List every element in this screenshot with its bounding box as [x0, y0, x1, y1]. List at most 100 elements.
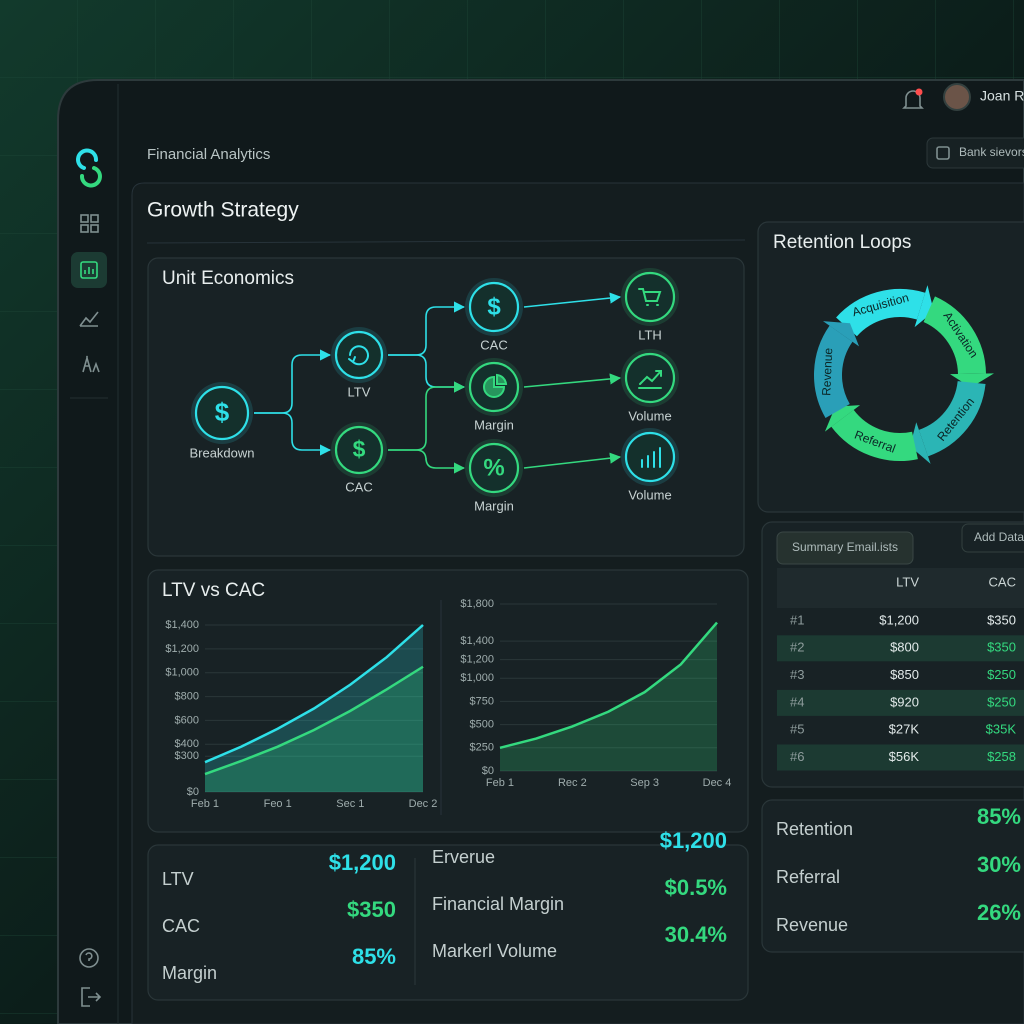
- loop-arrowhead: [822, 321, 860, 347]
- kpi-card-right: [761, 799, 1024, 953]
- button-label[interactable]: Add Data: [974, 530, 1024, 544]
- table-cell: #6: [790, 749, 804, 764]
- loop-arrowhead: [914, 285, 934, 328]
- table-cell: $920: [890, 694, 919, 709]
- kpi-label: Revenue: [776, 915, 848, 935]
- connector: [388, 381, 466, 451]
- node-label: Margin: [474, 417, 514, 432]
- button[interactable]: [776, 531, 914, 565]
- table-cell: $35K: [986, 722, 1017, 737]
- line: [204, 624, 424, 764]
- logout-icon[interactable]: [81, 987, 102, 1007]
- x-tick-label: Dec 2: [409, 798, 438, 810]
- nav-grid[interactable]: [80, 214, 99, 233]
- node-icon: [483, 373, 508, 398]
- y-tick-label: $1,200: [165, 643, 199, 655]
- kpi-label: Financial Margin: [432, 894, 564, 914]
- notification-bell[interactable]: [902, 88, 924, 109]
- y-tick-label: $500: [470, 719, 494, 731]
- kpi-value: 30.4%: [665, 922, 727, 947]
- loop-segment: [836, 289, 926, 337]
- title-divider: [146, 239, 746, 244]
- search-box[interactable]: [926, 137, 1024, 169]
- y-tick-label: $250: [470, 742, 494, 754]
- button[interactable]: [961, 523, 1024, 553]
- y-tick-label: $600: [175, 714, 199, 726]
- button-label[interactable]: Summary Email.ists: [792, 540, 898, 554]
- node: [624, 431, 676, 483]
- loop-arrowhead: [949, 373, 994, 388]
- nav-people[interactable]: [82, 355, 100, 373]
- connector: [523, 373, 622, 388]
- kpi-label: Erverue: [432, 847, 495, 867]
- area-fill: [500, 622, 717, 771]
- loop-arrowhead: [910, 422, 931, 464]
- node: [624, 271, 676, 323]
- calendar-icon: [936, 146, 950, 160]
- node-label: LTV: [348, 384, 371, 399]
- node-icon: [638, 288, 662, 306]
- x-tick-label: Rec 2: [558, 777, 587, 789]
- table-cell: #4: [790, 694, 804, 709]
- node-label: CAC: [345, 479, 372, 494]
- loop-segment: [923, 296, 986, 375]
- connector: [523, 292, 622, 308]
- table-cell: $850: [890, 667, 919, 682]
- card-title: LTV vs CAC: [162, 580, 265, 601]
- connector: [254, 412, 332, 456]
- connector: [254, 349, 332, 414]
- y-tick-label: $400: [175, 738, 199, 750]
- node-icon: [638, 370, 662, 389]
- connector: [388, 354, 466, 393]
- node: [468, 281, 520, 333]
- nav-trends[interactable]: [79, 311, 99, 327]
- nav-analytics[interactable]: [80, 261, 98, 279]
- help-icon[interactable]: [79, 948, 99, 968]
- kpi-value: 85%: [977, 804, 1021, 829]
- x-tick-label: Sep 3: [630, 777, 659, 789]
- connector: [388, 449, 466, 474]
- node-icon: $: [215, 397, 230, 427]
- node: [194, 385, 250, 441]
- node-icon: %: [483, 454, 504, 481]
- column-header: LTV: [896, 574, 919, 589]
- kpi-label: Retention: [776, 819, 853, 839]
- area-fill: [205, 666, 423, 792]
- retention-card: [757, 221, 1024, 513]
- page-title: Growth Strategy: [147, 199, 299, 222]
- node-label: Volume: [628, 408, 671, 423]
- unit-economics-card: [147, 257, 745, 557]
- table-cell: #2: [790, 640, 804, 655]
- y-tick-label: $1,000: [460, 672, 494, 684]
- user-name[interactable]: Joan R: [980, 88, 1024, 104]
- node: [468, 442, 520, 494]
- ltv-cac-card: [147, 569, 749, 833]
- row-bg: [777, 689, 1024, 716]
- node-label: Breakdown: [189, 445, 254, 460]
- row-bg: [777, 635, 1024, 662]
- table-cell: $1,200: [879, 612, 919, 627]
- y-tick-label: $1,000: [165, 667, 199, 679]
- node-label: Margin: [474, 498, 514, 513]
- y-tick-label: $0: [482, 765, 494, 777]
- kpi-label: Markerl Volume: [432, 941, 557, 961]
- table-cell: $27K: [889, 722, 920, 737]
- column-header: CAC: [989, 574, 1016, 589]
- loop-segment: [814, 325, 853, 418]
- x-tick-label: Feo 1: [264, 798, 292, 810]
- y-tick-label: $1,800: [460, 598, 494, 610]
- y-tick-label: $1,400: [165, 619, 199, 631]
- connector: [523, 452, 622, 469]
- y-tick-label: $0: [187, 786, 199, 798]
- table-cell: $258: [987, 749, 1016, 764]
- card-title: Unit Economics: [162, 268, 294, 289]
- node-icon: $: [487, 293, 501, 320]
- loop-label: Revenue: [819, 347, 835, 396]
- avatar[interactable]: [943, 83, 971, 111]
- node-label: LTH: [638, 327, 662, 342]
- logo: [76, 148, 102, 188]
- search-text[interactable]: Bank sievors: [959, 145, 1024, 159]
- kpi-label: Referral: [776, 867, 840, 887]
